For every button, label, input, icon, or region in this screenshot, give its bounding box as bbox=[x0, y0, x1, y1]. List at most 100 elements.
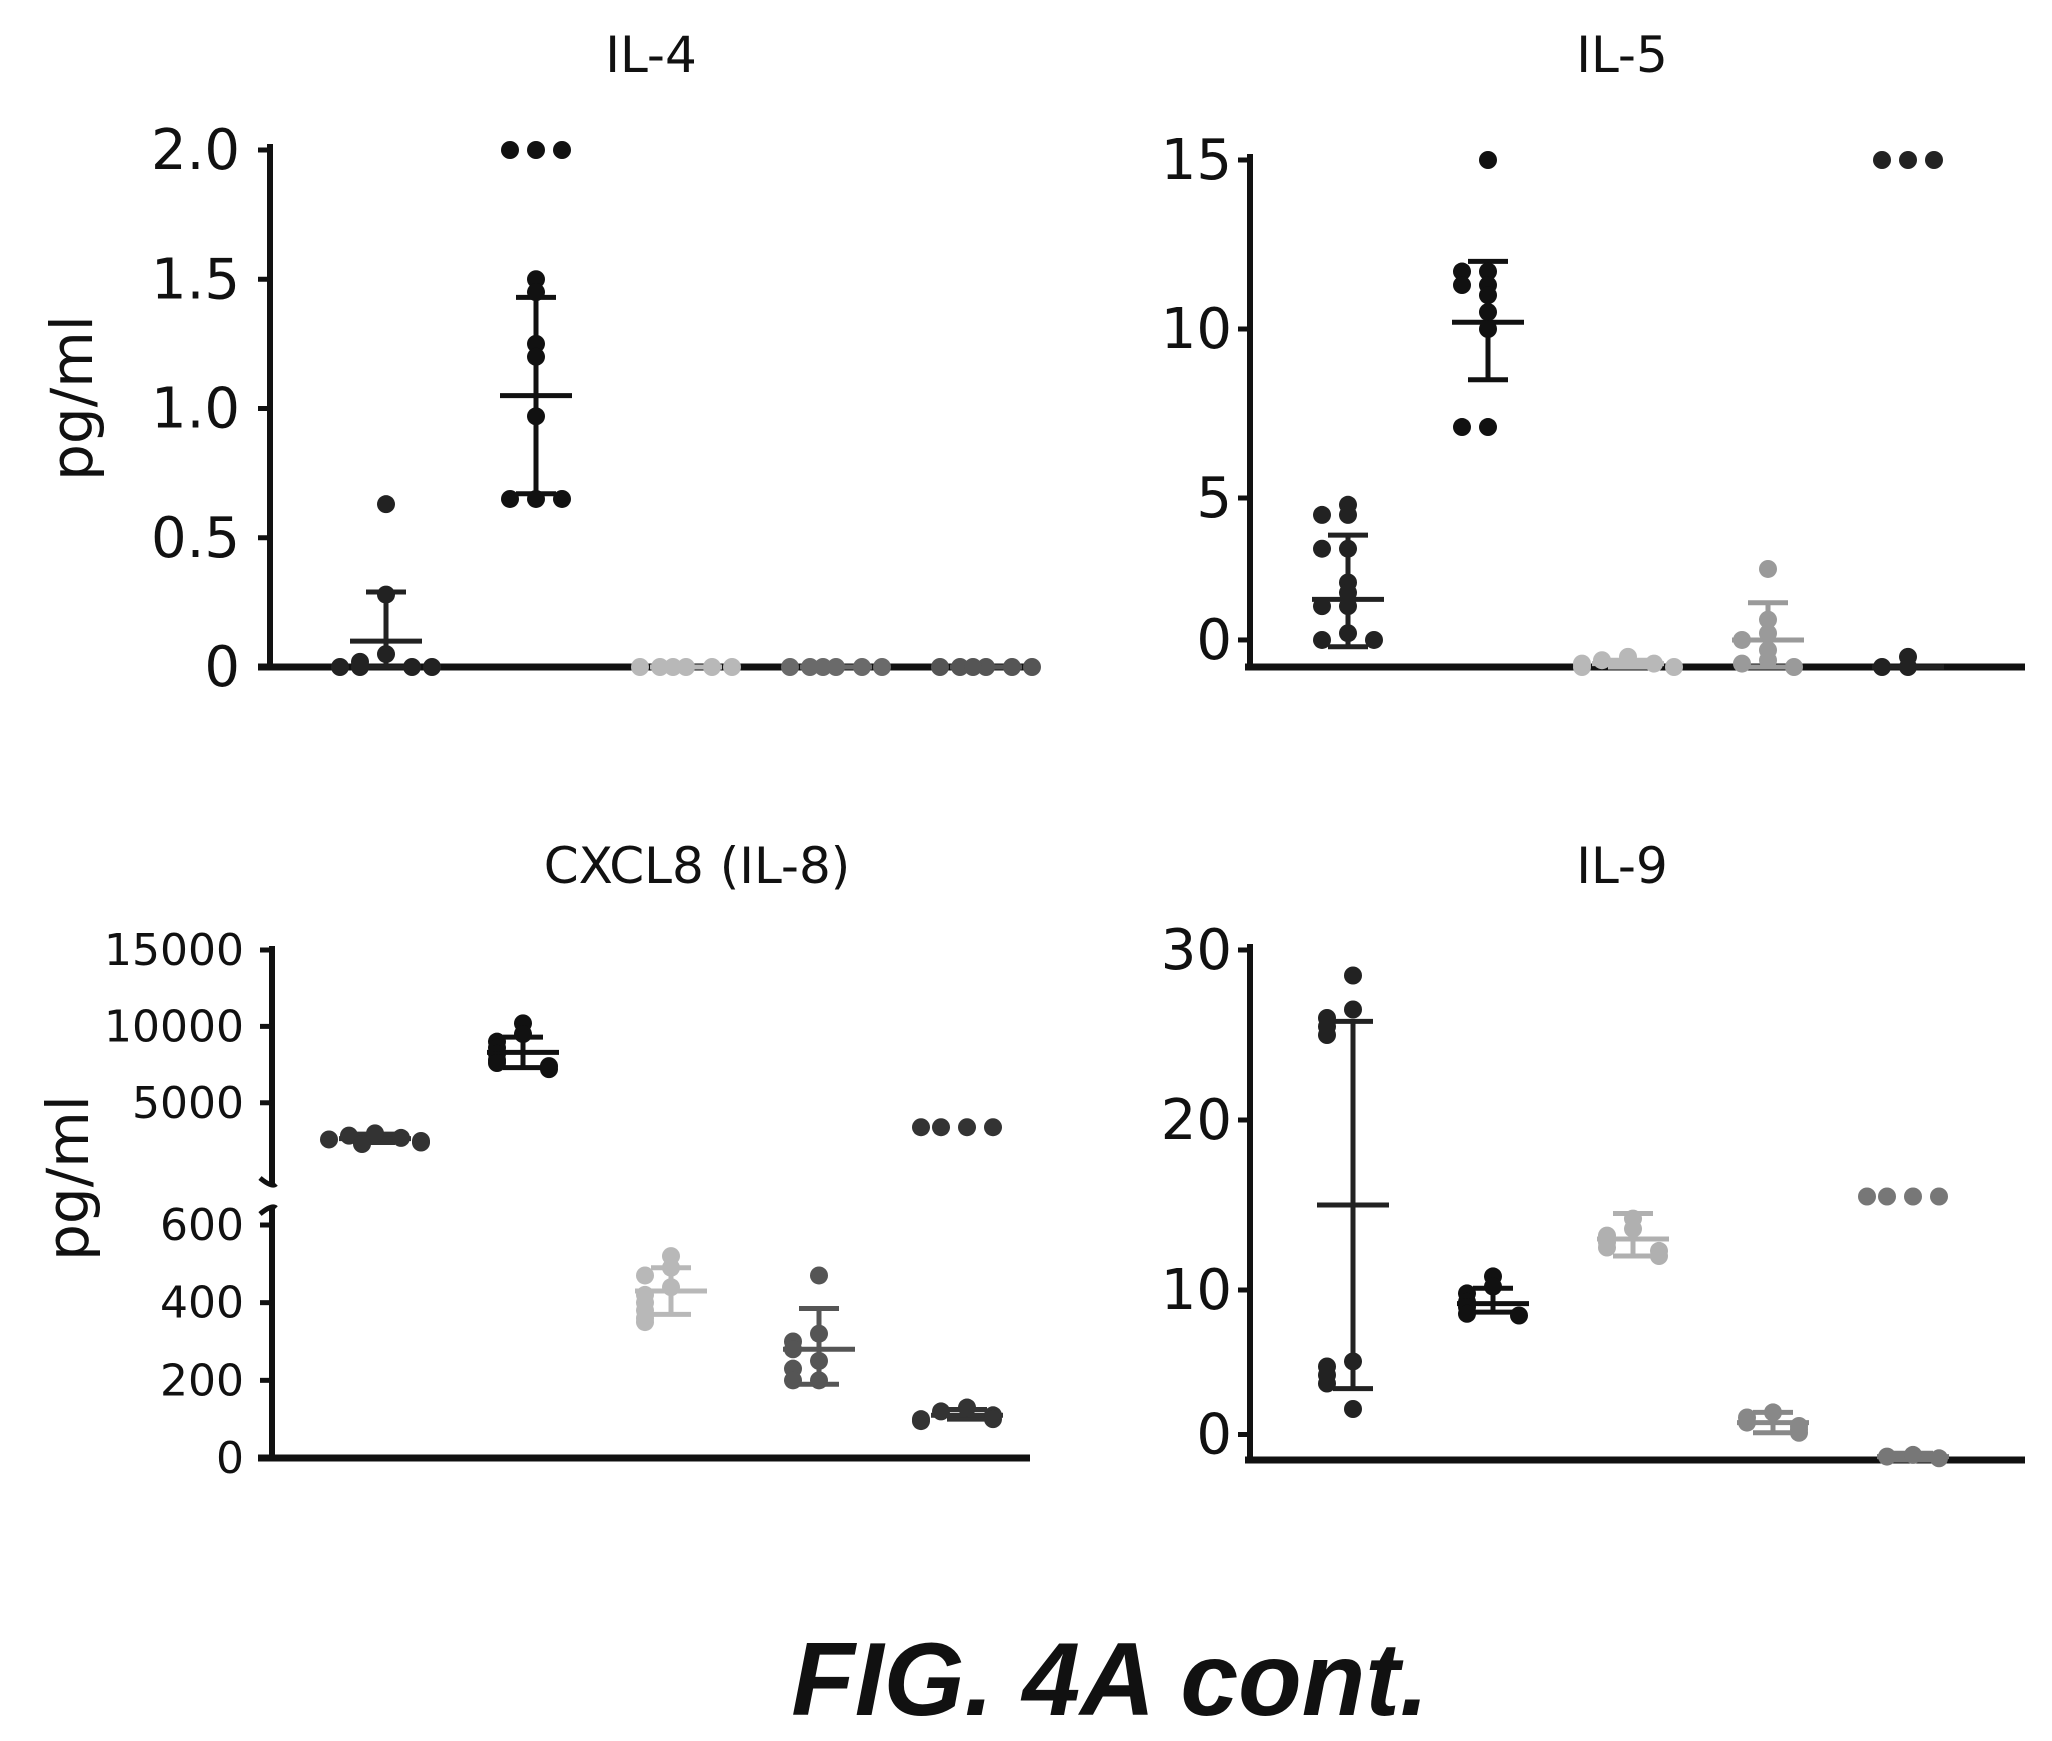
data-point bbox=[958, 1398, 976, 1417]
data-point bbox=[488, 1054, 506, 1073]
data-point bbox=[1453, 262, 1471, 281]
data-point bbox=[331, 658, 349, 676]
data-point bbox=[932, 1118, 950, 1137]
data-point bbox=[553, 141, 571, 159]
data-point bbox=[423, 658, 441, 676]
data-point bbox=[873, 658, 891, 676]
y-tick-label: 10 bbox=[1161, 1258, 1232, 1323]
y-tick-label: 400 bbox=[160, 1278, 244, 1329]
y-tick-label: 2.0 bbox=[151, 118, 240, 183]
data-point bbox=[1764, 1403, 1782, 1422]
data-point bbox=[984, 1410, 1002, 1429]
data-point bbox=[366, 1124, 384, 1143]
data-point bbox=[351, 658, 369, 676]
data-point bbox=[1003, 658, 1021, 676]
data-point bbox=[1759, 610, 1777, 629]
data-point bbox=[1759, 651, 1777, 670]
data-point bbox=[1318, 1374, 1336, 1393]
data-point bbox=[1479, 418, 1497, 437]
data-point bbox=[827, 658, 845, 676]
y-tick-label: 0 bbox=[216, 1433, 244, 1484]
data-point bbox=[1878, 1187, 1896, 1206]
y-tick-label: 10 bbox=[1161, 297, 1232, 362]
data-point bbox=[651, 658, 669, 676]
data-point bbox=[1785, 658, 1803, 676]
data-point bbox=[781, 658, 799, 676]
y-tick-label: 600 bbox=[160, 1200, 244, 1251]
data-point bbox=[964, 658, 982, 676]
data-point bbox=[636, 1266, 654, 1285]
data-point bbox=[320, 1130, 338, 1149]
data-point bbox=[1598, 1238, 1616, 1257]
data-point bbox=[1313, 505, 1331, 524]
data-point bbox=[958, 1118, 976, 1137]
data-point bbox=[501, 489, 519, 508]
data-point bbox=[1365, 630, 1383, 649]
data-point bbox=[723, 658, 741, 676]
data-point bbox=[377, 585, 395, 604]
data-point bbox=[810, 1351, 828, 1370]
y-tick-label: 0 bbox=[1196, 608, 1232, 673]
data-point bbox=[810, 1371, 828, 1390]
y-tick-label: 1.0 bbox=[151, 377, 240, 442]
data-point bbox=[1904, 1187, 1922, 1206]
data-point bbox=[1023, 658, 1041, 676]
axis-break-mark bbox=[258, 1176, 278, 1188]
data-point bbox=[501, 141, 519, 159]
data-point bbox=[1665, 658, 1683, 676]
data-point bbox=[662, 1258, 680, 1277]
data-point bbox=[340, 1126, 358, 1145]
data-point bbox=[1453, 276, 1471, 295]
data-point bbox=[527, 347, 545, 366]
panel-cxcl8: CXCL8 (IL-8) pg/ml 0 200 400 600 5000 10000 15… bbox=[34, 837, 1030, 1484]
data-point bbox=[527, 407, 545, 426]
data-point bbox=[1925, 151, 1943, 169]
data-point bbox=[1313, 597, 1331, 616]
data-point bbox=[1479, 303, 1497, 322]
data-point bbox=[1573, 658, 1591, 676]
data-point bbox=[1458, 1304, 1476, 1323]
y-tick-label: 0.5 bbox=[151, 506, 240, 571]
data-point bbox=[977, 658, 995, 676]
y-tick-label: 5 bbox=[1196, 466, 1232, 531]
y-axis-label: pg/ml bbox=[38, 315, 106, 481]
y-tick-label: 1.5 bbox=[151, 247, 240, 312]
data-point bbox=[984, 1118, 1002, 1137]
data-point bbox=[1645, 654, 1663, 673]
data-point bbox=[540, 1060, 558, 1079]
y-tick-label: 20 bbox=[1161, 1088, 1232, 1153]
data-point bbox=[377, 645, 395, 664]
data-point bbox=[1873, 151, 1891, 169]
data-point bbox=[1738, 1413, 1756, 1432]
y-tick-label: 10000 bbox=[104, 1001, 244, 1052]
data-point bbox=[1479, 286, 1497, 305]
data-point bbox=[527, 334, 545, 353]
data-point bbox=[1759, 559, 1777, 578]
chart-title: IL-9 bbox=[1576, 837, 1668, 895]
data-point bbox=[784, 1371, 802, 1390]
data-point bbox=[631, 658, 649, 676]
data-point bbox=[853, 658, 871, 676]
data-point bbox=[1624, 1219, 1642, 1238]
data-point bbox=[932, 1402, 950, 1421]
data-point bbox=[1858, 1187, 1876, 1206]
data-point bbox=[1313, 630, 1331, 649]
data-point bbox=[1790, 1423, 1808, 1442]
data-point bbox=[912, 1412, 930, 1431]
data-point bbox=[1733, 630, 1751, 649]
data-point bbox=[1479, 320, 1497, 338]
data-point bbox=[912, 1118, 930, 1137]
y-tick-label: 15 bbox=[1161, 128, 1232, 193]
data-point bbox=[1339, 539, 1357, 558]
data-point bbox=[1344, 1000, 1362, 1019]
data-point bbox=[1344, 966, 1362, 985]
data-point bbox=[931, 658, 949, 676]
data-point bbox=[1339, 597, 1357, 616]
data-point bbox=[1344, 1352, 1362, 1371]
data-point bbox=[1339, 505, 1357, 524]
data-point bbox=[1733, 654, 1751, 673]
data-point bbox=[1650, 1247, 1668, 1265]
figure-caption: FIG. 4A cont. bbox=[791, 1622, 1429, 1738]
data-point bbox=[527, 489, 545, 508]
